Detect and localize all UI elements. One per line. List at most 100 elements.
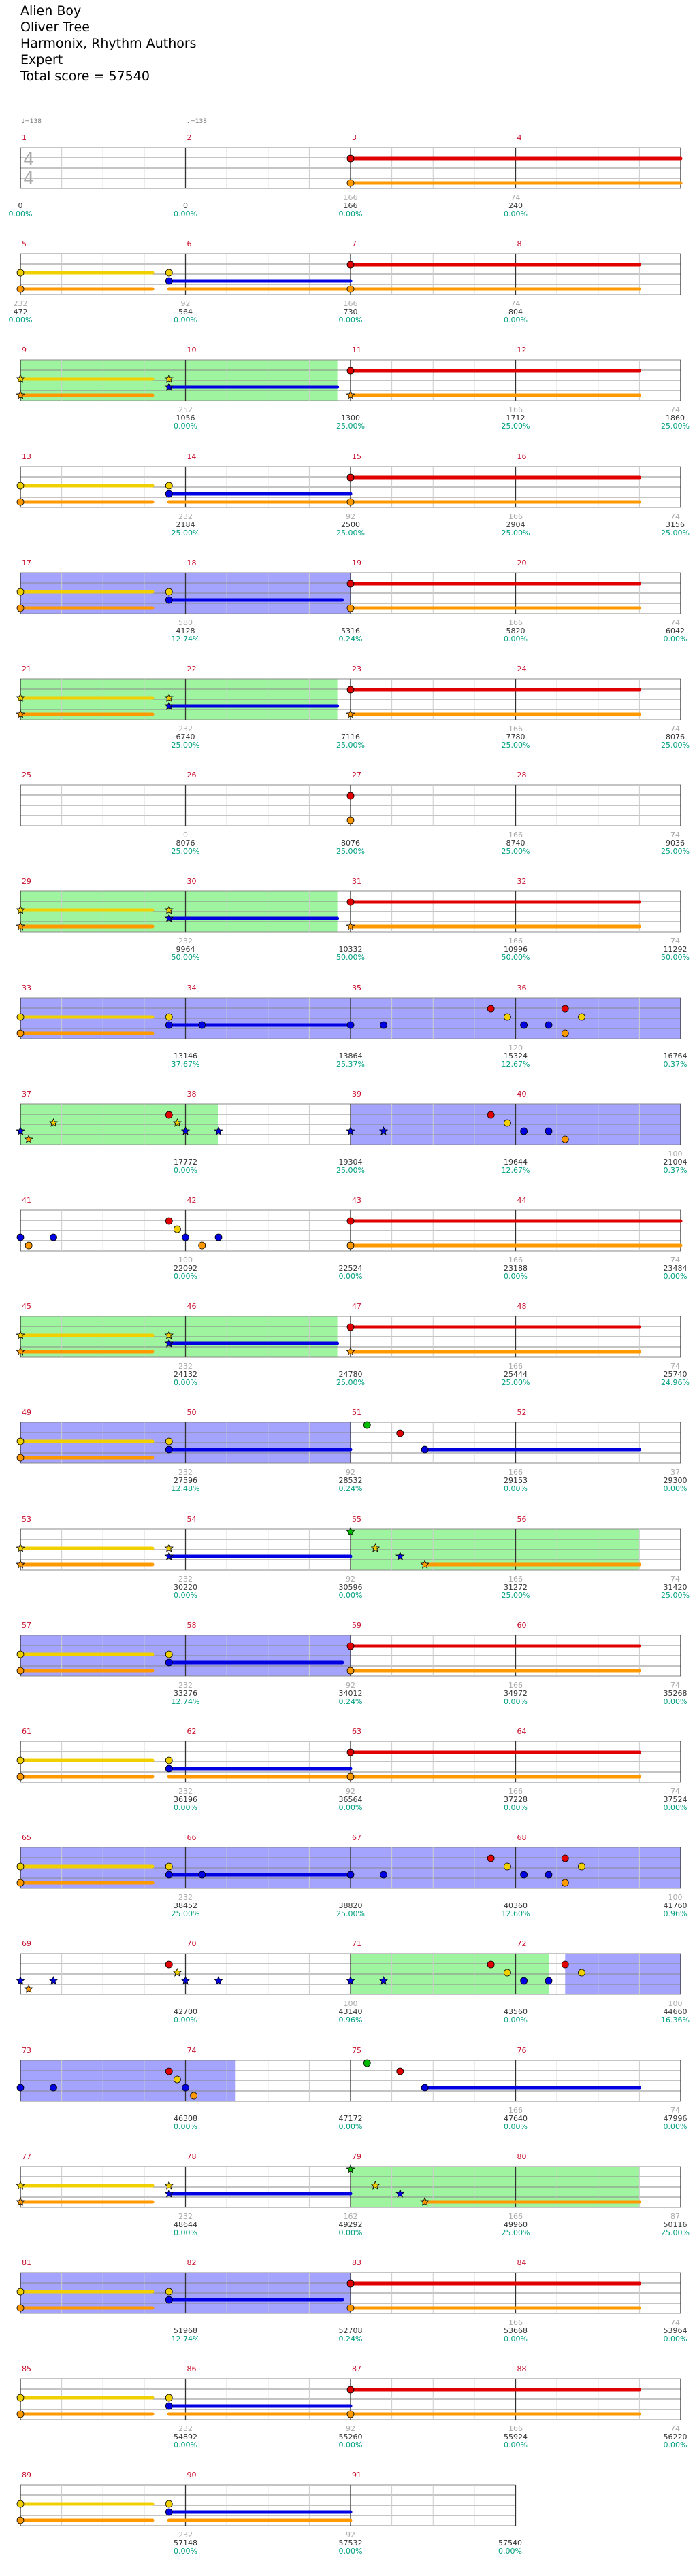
measure-number: 28: [517, 771, 527, 780]
note: [346, 498, 355, 505]
star-note: [164, 1551, 174, 1560]
score-label: 38452: [174, 1901, 197, 1911]
note: [346, 1871, 355, 1879]
multiplier-label: 25.00%: [661, 2228, 690, 2237]
note: [363, 1421, 371, 1429]
bonus-label: 74: [670, 937, 680, 946]
star-note: [164, 1543, 174, 1552]
bonus-label: 74: [670, 2318, 680, 2327]
multiplier-label: 0.00%: [338, 316, 363, 325]
multiplier-label: 12.60%: [501, 1909, 530, 1919]
measure-number: 91: [352, 2471, 361, 2480]
star-note: [16, 1347, 25, 1356]
chart-row: 33 34 35 36 13146 37.67% 13864 25.37% 120 15324 12…: [0, 984, 697, 1089]
staff-svg: [16, 1421, 681, 1464]
score-label: 29153: [504, 1476, 528, 1486]
score-label: 4128: [176, 626, 195, 635]
note: [165, 2296, 173, 2304]
star-note: [214, 1976, 223, 1986]
multiplier-label: 0.00%: [338, 2441, 363, 2450]
star-note: [378, 1976, 389, 1986]
bonus-label: 166: [508, 2211, 523, 2221]
note: [487, 1960, 495, 1969]
score-label: 240: [508, 201, 523, 210]
time-signature: 4: [23, 150, 35, 170]
note: [16, 1233, 25, 1241]
star-note: [16, 922, 25, 931]
note: [346, 367, 355, 375]
staff-svg: [16, 1103, 681, 1145]
multiplier-label: 25.00%: [336, 528, 365, 537]
star-note: [172, 1118, 182, 1127]
measure-number: 56: [517, 1514, 527, 1524]
note: [16, 482, 25, 489]
multiplier-label: 0.00%: [174, 2228, 197, 2237]
note: [165, 2067, 173, 2075]
multiplier-label: 0.00%: [663, 2122, 687, 2131]
bonus-label: 37: [670, 1468, 680, 1477]
multiplier-label: 0.00%: [338, 1272, 363, 1281]
note: [503, 1013, 511, 1020]
bonus-label: 166: [508, 1787, 523, 1796]
staff-svg: [16, 890, 681, 933]
measure-number: 44: [517, 1196, 527, 1205]
note: [380, 1021, 387, 1028]
star-note: [24, 1134, 33, 1143]
measure-number: 68: [517, 1833, 527, 1843]
star-note: [16, 2180, 25, 2190]
measure-number: 86: [187, 2364, 197, 2374]
note: [578, 1969, 585, 1977]
multiplier-label: 25.00%: [661, 528, 690, 537]
bonus-label: 74: [670, 512, 680, 521]
measure-number: 67: [352, 1833, 361, 1843]
chart-row: 5 6 7 8 232 472 0.00% 92 564 0.00% 166 730 0.00% 74 80…: [0, 239, 697, 345]
score-label: 804: [508, 307, 523, 317]
measure-number: 53: [22, 1514, 31, 1524]
note: [198, 1241, 206, 1250]
multiplier-label: 25.00%: [501, 528, 530, 537]
multiplier-label: 0.00%: [174, 1272, 197, 1281]
score-label: 30596: [338, 1582, 363, 1592]
multiplier-label: 0.00%: [504, 1272, 528, 1281]
multiplier-label: 25.00%: [501, 2228, 530, 2237]
bonus-label: 166: [508, 1256, 523, 1265]
bonus-label: 166: [508, 1468, 523, 1477]
score-label: 1056: [176, 414, 195, 423]
staff-svg: [16, 466, 681, 508]
note: [16, 1862, 25, 1871]
note: [165, 1871, 173, 1879]
star-note: [16, 2196, 25, 2206]
star-note: [378, 1126, 389, 1135]
note: [165, 2508, 173, 2516]
star-note: [16, 1559, 25, 1569]
score-label: 0: [183, 201, 188, 210]
multiplier-label: 25.00%: [661, 422, 690, 431]
score-label: 166: [343, 201, 358, 210]
note: [346, 816, 355, 824]
note: [503, 1969, 511, 1977]
note: [182, 1233, 189, 1241]
multiplier-label: 50.00%: [171, 953, 200, 963]
score-label: 44660: [663, 2007, 687, 2017]
star-note: [346, 1976, 355, 1986]
score-label: 7780: [506, 733, 525, 741]
measure-number: 23: [352, 665, 361, 673]
multiplier-label: 0.00%: [663, 1272, 687, 1281]
multiplier-label: 0.24%: [338, 1484, 363, 1494]
multiplier-label: 0.37%: [663, 1059, 687, 1069]
note: [165, 269, 173, 277]
measure-number: 78: [187, 2152, 197, 2161]
chart-row: 13 14 15 16 232 2184 25.00% 92 2500 25.00% 166 2904…: [0, 452, 697, 558]
bonus-label: 166: [508, 1362, 523, 1371]
bonus-label: 92: [346, 512, 355, 521]
chart-row: 49 50 51 52 232 27596 12.48% 92 28532 0.24% 166 291…: [0, 1408, 697, 1513]
multiplier-label: 25.00%: [661, 847, 690, 856]
staff-svg: [20, 784, 681, 826]
bonus-label: 232: [13, 299, 28, 309]
bonus-label: 74: [670, 618, 680, 627]
note: [16, 1756, 25, 1764]
note: [346, 179, 355, 187]
measure-number: 49: [22, 1408, 31, 1418]
score-label: 13864: [338, 1051, 363, 1060]
